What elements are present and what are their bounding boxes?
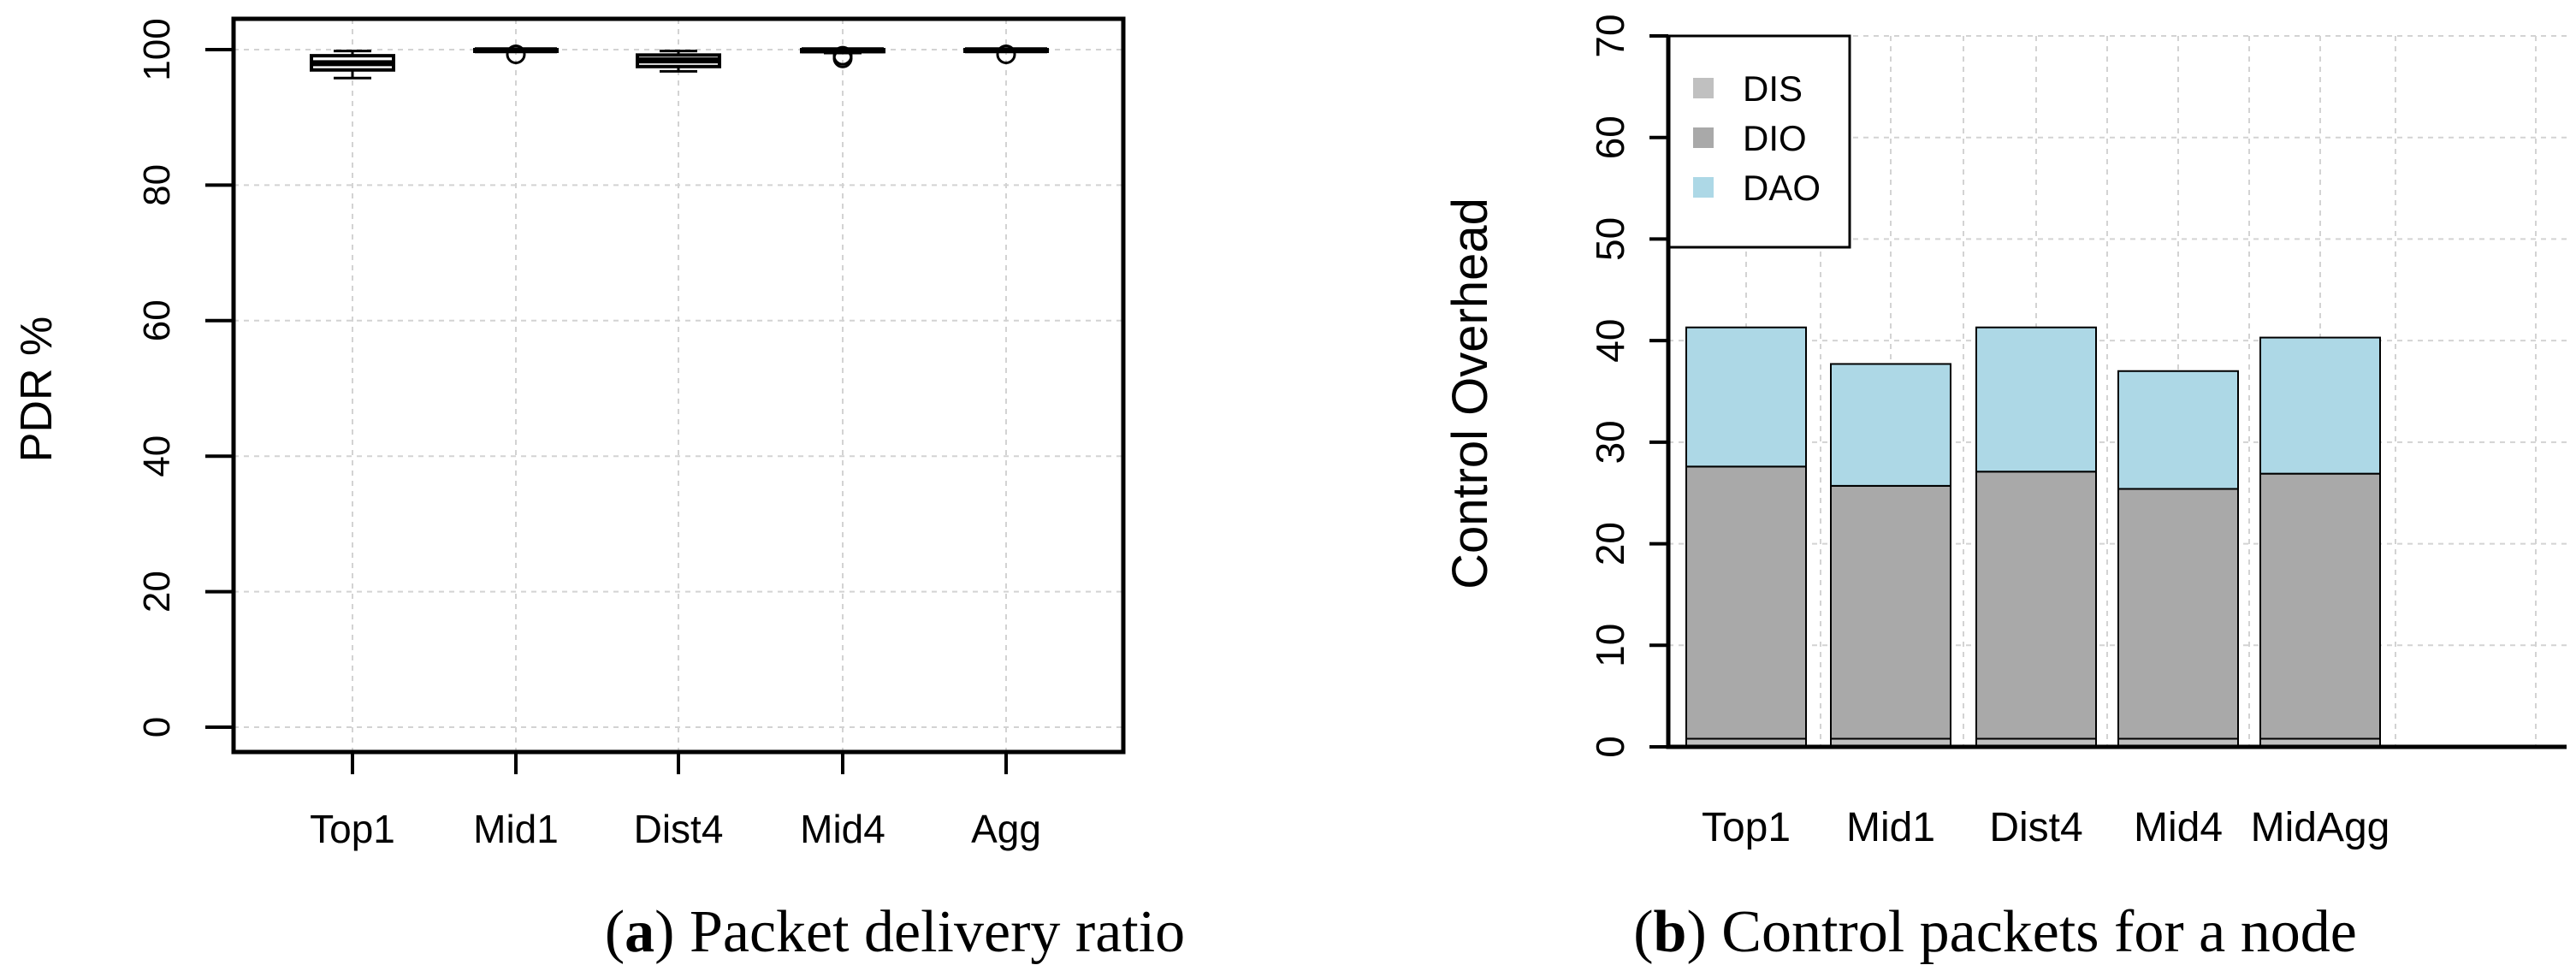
caption-b-text: ) Control packets for a node bbox=[1686, 899, 2356, 965]
pdr-outlier-point bbox=[996, 44, 1016, 65]
pdr-x-tick-label: Top1 bbox=[310, 807, 395, 851]
legend-swatch-dis bbox=[1693, 78, 1714, 98]
overhead-bar-dist4 bbox=[1975, 326, 2097, 749]
overhead-x-tick-label: Dist4 bbox=[1989, 805, 2082, 850]
overhead-bar-top1 bbox=[1685, 326, 1807, 749]
overhead-bar-mid4 bbox=[2117, 370, 2239, 749]
overhead-x-axis: Top1 Mid1 Dist4 Mid4 MidAgg bbox=[1702, 805, 2389, 850]
overhead-segment-dio bbox=[1975, 471, 2097, 740]
overhead-segment-dio bbox=[1830, 484, 1951, 740]
overhead-x-tick-label: MidAgg bbox=[2251, 805, 2390, 850]
overhead-segment-dao bbox=[2117, 370, 2239, 490]
caption-a-label: a bbox=[625, 899, 654, 965]
legend-swatch-dao bbox=[1693, 177, 1714, 198]
pdr-y-tick-label: 40 bbox=[136, 435, 178, 477]
pdr-box-dist4 bbox=[636, 50, 721, 73]
pdr-boxplot-chart: 0 20 40 60 80 100 Top1 Mid1 Dist4 Mid4 Agg PDR % bbox=[12, 16, 1126, 851]
overhead-y-tick-label: 60 bbox=[1588, 115, 1632, 159]
overhead-y-tick-label: 50 bbox=[1588, 217, 1632, 261]
legend-label-dao: DAO bbox=[1743, 168, 1821, 208]
pdr-box-top1 bbox=[310, 50, 395, 80]
pdr-x-axis: Top1 Mid1 Dist4 Mid4 Agg bbox=[310, 752, 1041, 851]
overhead-segment-dao bbox=[2259, 336, 2381, 475]
overhead-y-tick-label: 20 bbox=[1588, 522, 1632, 565]
overhead-segment-dio bbox=[2117, 488, 2239, 740]
overhead-y-tick-label: 0 bbox=[1588, 736, 1632, 758]
pdr-y-axis: 0 20 40 60 80 100 bbox=[136, 18, 234, 737]
caption-b: (b) Control packets for a node bbox=[1633, 899, 2357, 965]
pdr-outlier-point bbox=[832, 45, 853, 66]
pdr-y-axis-label: PDR % bbox=[12, 317, 62, 462]
overhead-x-tick-label: Mid1 bbox=[1846, 805, 1935, 850]
pdr-y-tick-label: 60 bbox=[136, 299, 178, 341]
overhead-y-tick-label: 30 bbox=[1588, 420, 1632, 464]
legend-swatch-dio bbox=[1693, 127, 1714, 148]
overhead-y-axis: 0 10 20 30 40 50 60 70 bbox=[1588, 14, 1668, 758]
overhead-legend: DIS DIO DAO bbox=[1667, 34, 1851, 249]
pdr-x-tick-label: Mid1 bbox=[473, 807, 559, 851]
legend-label-dis: DIS bbox=[1743, 68, 1803, 109]
pdr-y-tick-label: 80 bbox=[136, 164, 178, 206]
overhead-segment-dao bbox=[1830, 363, 1951, 487]
overhead-bars bbox=[1685, 326, 2381, 749]
pdr-box-mid4 bbox=[800, 45, 885, 68]
overhead-bar-mid1 bbox=[1830, 363, 1951, 749]
overhead-y-tick-label: 70 bbox=[1588, 14, 1632, 57]
caption-a: (a) Packet delivery ratio bbox=[605, 899, 1185, 965]
overhead-segment-dio bbox=[2259, 472, 2381, 740]
overhead-segment-dio bbox=[1685, 465, 1807, 740]
pdr-grid bbox=[234, 19, 1123, 752]
pdr-y-tick-label: 20 bbox=[136, 571, 178, 613]
overhead-y-tick-label: 40 bbox=[1588, 319, 1632, 363]
pdr-boxes bbox=[310, 44, 1049, 80]
overhead-segment-dao bbox=[1685, 326, 1807, 468]
pdr-x-tick-label: Agg bbox=[971, 807, 1041, 851]
pdr-box-mid1 bbox=[473, 44, 559, 65]
legend-label-dio: DIO bbox=[1743, 118, 1807, 158]
overhead-y-tick-label: 10 bbox=[1588, 624, 1632, 667]
pdr-box-agg bbox=[963, 44, 1049, 65]
pdr-outlier-point bbox=[506, 44, 526, 65]
overhead-axis-lines bbox=[1666, 36, 2567, 749]
caption-b-label: b bbox=[1654, 899, 1687, 965]
overhead-x-tick-label: Top1 bbox=[1702, 805, 1791, 850]
overhead-y-axis-label: Control Overhead bbox=[1442, 198, 1498, 589]
pdr-y-tick-label: 100 bbox=[136, 18, 178, 80]
pdr-x-tick-label: Mid4 bbox=[800, 807, 885, 851]
pdr-y-tick-label: 0 bbox=[136, 717, 178, 737]
overhead-segment-dao bbox=[1975, 326, 2097, 473]
pdr-plot-frame bbox=[231, 16, 1126, 755]
overhead-x-tick-label: Mid4 bbox=[2134, 805, 2223, 850]
overhead-bar-midagg bbox=[2259, 336, 2381, 749]
pdr-x-tick-label: Dist4 bbox=[634, 807, 724, 851]
caption-a-text: ) Packet delivery ratio bbox=[654, 899, 1185, 965]
